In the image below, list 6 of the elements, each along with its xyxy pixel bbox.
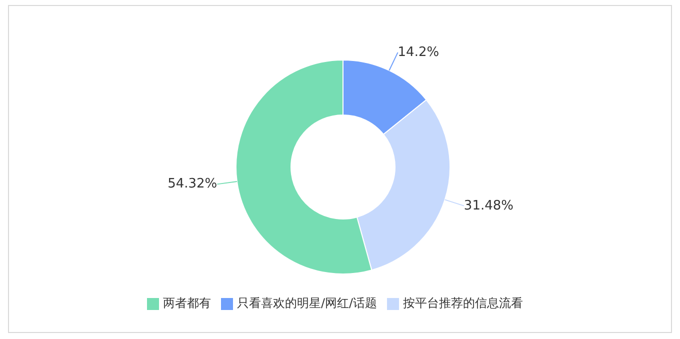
data-label: 54.32% — [168, 176, 218, 192]
legend-label: 两者都有 — [162, 296, 211, 310]
legend-label: 只看喜欢的明星/网红/话题 — [236, 296, 378, 310]
data-label: 14.2% — [398, 44, 440, 60]
data-label: 31.48% — [464, 198, 514, 214]
legend-label: 按平台推荐的信息流看 — [403, 296, 524, 310]
